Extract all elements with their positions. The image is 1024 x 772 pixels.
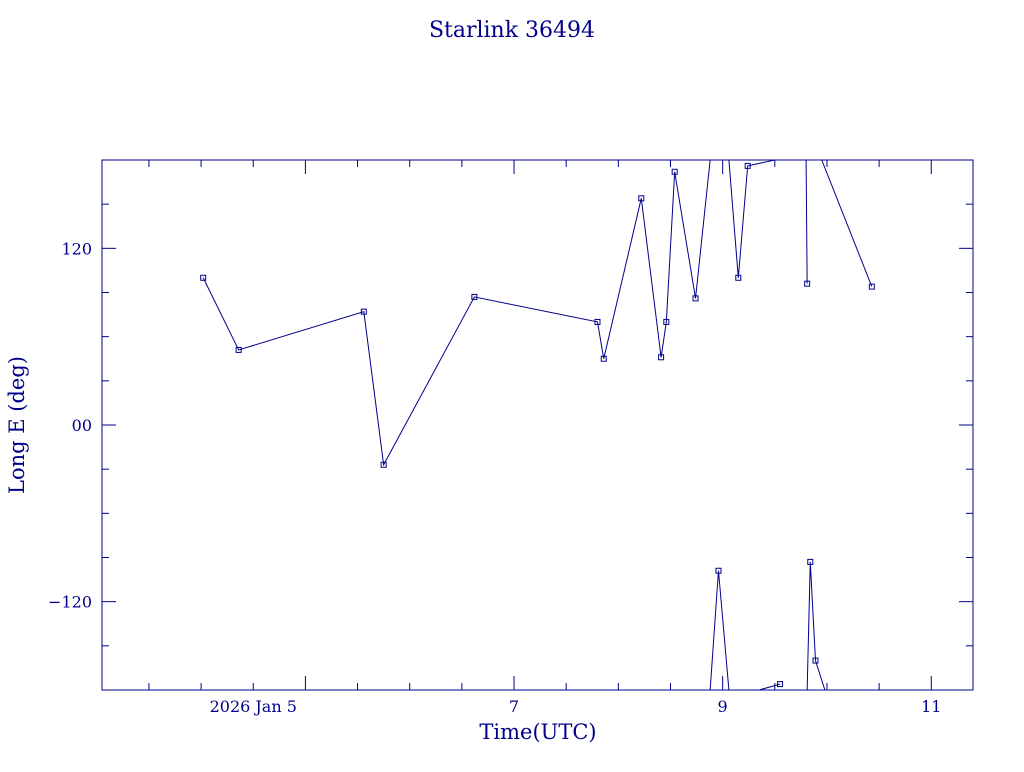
data-point-marker	[692, 295, 699, 302]
x-tick-label: 11	[921, 697, 941, 716]
data-point-marker	[777, 681, 784, 688]
y-tick-label: −120	[48, 593, 92, 612]
x-axis-label: Time(UTC)	[479, 720, 596, 744]
data-point-marker	[594, 318, 601, 325]
plot-frame	[101, 159, 974, 691]
data-point-marker	[380, 461, 387, 468]
x-tick-label: 2026 Jan 5	[210, 697, 297, 716]
series-line-segment	[202, 160, 711, 467]
data-point-marker	[200, 274, 207, 281]
data-point-marker	[744, 162, 751, 169]
series-line-segment	[821, 160, 873, 287]
data-point-marker	[235, 346, 242, 353]
data-point-marker	[360, 308, 367, 315]
data-point-marker	[715, 567, 722, 574]
data-point-marker	[868, 283, 875, 290]
y-tick-label: 00	[72, 416, 92, 435]
y-tick-label: 120	[61, 239, 92, 258]
data-point-marker	[671, 168, 678, 175]
data-point-marker	[735, 274, 742, 281]
data-point-marker	[471, 293, 478, 300]
chart-title: Starlink 36494	[429, 18, 595, 43]
series-line-segment	[728, 160, 775, 278]
plot-area	[200, 160, 875, 690]
data-point-marker	[600, 355, 607, 362]
data-point-marker	[812, 657, 819, 664]
series-line-segment	[805, 160, 808, 284]
tick-labels: 120 00 −120 2026 Jan 5 7 9 11	[48, 239, 941, 716]
data-point-marker	[663, 318, 670, 325]
data-point-marker	[807, 558, 814, 565]
axis-ticks	[102, 159, 973, 691]
data-point-marker	[658, 354, 665, 361]
data-point-marker	[638, 195, 645, 202]
series-line-segment	[759, 683, 781, 690]
series-line-segment	[709, 570, 730, 690]
x-tick-label: 7	[509, 697, 519, 716]
x-tick-label: 9	[718, 697, 728, 716]
series-line-segment	[806, 561, 826, 690]
y-axis-label: Long E (deg)	[5, 356, 29, 494]
data-point-marker	[804, 280, 811, 287]
